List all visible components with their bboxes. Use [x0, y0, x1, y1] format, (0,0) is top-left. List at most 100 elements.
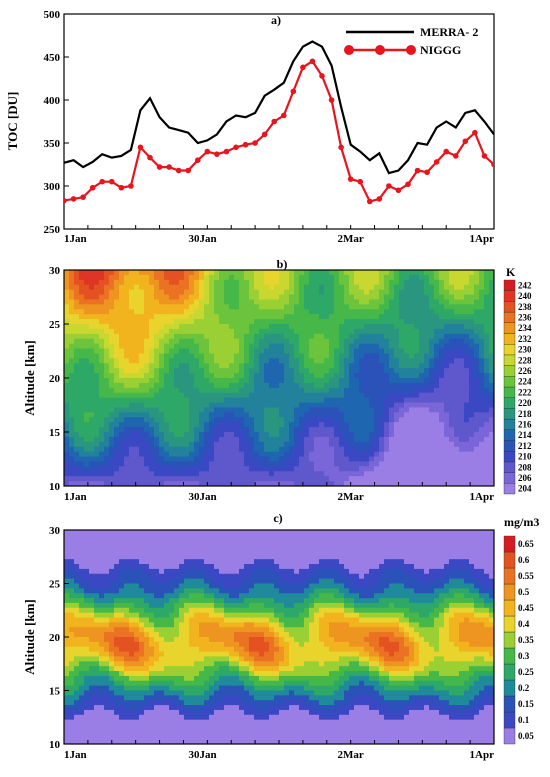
- field-cell: [384, 441, 390, 448]
- series-point: [290, 88, 297, 95]
- field-cell: [464, 270, 470, 276]
- field-cell: [489, 294, 494, 301]
- field-cell: [129, 299, 135, 305]
- field-cell: [344, 358, 350, 364]
- field-cell: [464, 368, 470, 374]
- field-cell: [314, 568, 320, 575]
- field-cell: [89, 583, 95, 589]
- field-cell: [154, 373, 160, 379]
- field-cell: [129, 348, 135, 355]
- field-cell: [229, 373, 235, 379]
- field-cell: [279, 451, 285, 458]
- field-cell: [434, 333, 440, 340]
- field-cell: [344, 412, 350, 418]
- field-cell: [164, 333, 170, 340]
- field-cell: [234, 363, 240, 369]
- field-cell: [134, 461, 140, 467]
- field-cell: [214, 456, 220, 463]
- field-cell: [304, 481, 310, 486]
- field-cell: [314, 378, 320, 384]
- field-cell: [129, 319, 135, 325]
- field-cell: [69, 451, 75, 458]
- field-cell: [149, 427, 155, 433]
- field-cell: [199, 471, 205, 477]
- field-cell: [149, 319, 155, 325]
- field-cell: [289, 456, 295, 463]
- field-cell: [69, 456, 75, 463]
- field-cell: [419, 378, 425, 384]
- field-cell: [464, 412, 470, 418]
- field-cell: [264, 402, 270, 409]
- field-cell: [394, 583, 400, 589]
- field-cell: [69, 328, 75, 335]
- field-cell: [424, 534, 430, 541]
- field-cell: [199, 461, 205, 467]
- field-cell: [209, 333, 215, 340]
- field-cell: [119, 539, 125, 546]
- field-cell: [299, 481, 305, 486]
- field-cell: [299, 373, 305, 379]
- field-cell: [274, 382, 280, 389]
- field-cell: [474, 382, 480, 389]
- field-cell: [479, 573, 485, 580]
- field-cell: [484, 407, 490, 413]
- field-cell: [484, 539, 490, 546]
- field-cell: [459, 466, 465, 472]
- field-cell: [84, 328, 90, 335]
- field-cell: [169, 328, 175, 335]
- field-cell: [454, 270, 460, 276]
- field-cell: [124, 343, 130, 350]
- field-cell: [209, 573, 215, 580]
- field-cell: [429, 309, 435, 315]
- field-cell: [299, 353, 305, 359]
- field-cell: [129, 432, 135, 438]
- field-cell: [439, 284, 445, 291]
- panel-c-field: [64, 530, 494, 744]
- field-cell: [299, 382, 305, 389]
- field-cell: [219, 539, 225, 546]
- field-cell: [69, 412, 75, 418]
- field-cell: [104, 328, 110, 335]
- field-cell: [394, 392, 400, 399]
- field-cell: [109, 461, 115, 467]
- field-cell: [124, 333, 130, 340]
- field-cell: [349, 549, 355, 555]
- field-cell: [244, 387, 250, 394]
- field-cell: [294, 407, 300, 413]
- field-cell: [179, 412, 185, 418]
- field-cell: [314, 294, 320, 301]
- field-cell: [279, 573, 285, 580]
- field-cell: [259, 422, 265, 428]
- field-cell: [249, 343, 255, 350]
- legend-label-1: NIGGG: [420, 43, 461, 57]
- field-cell: [239, 476, 245, 482]
- field-cell: [439, 333, 445, 340]
- field-cell: [344, 363, 350, 369]
- field-cell: [74, 534, 80, 541]
- field-cell: [294, 578, 300, 585]
- field-cell: [449, 387, 455, 394]
- field-cell: [329, 578, 335, 585]
- field-cell: [269, 530, 275, 536]
- field-cell: [79, 481, 85, 486]
- field-cell: [199, 534, 205, 541]
- field-cell: [379, 441, 385, 448]
- field-cell: [444, 530, 450, 536]
- field-cell: [429, 358, 435, 364]
- field-cell: [144, 387, 150, 394]
- field-cell: [129, 387, 135, 394]
- field-cell: [384, 549, 390, 555]
- field-cell: [219, 451, 225, 458]
- field-cell: [204, 456, 210, 463]
- field-cell: [94, 294, 100, 301]
- field-cell: [324, 358, 330, 364]
- field-cell: [264, 319, 270, 325]
- field-cell: [209, 554, 215, 560]
- field-cell: [319, 373, 325, 379]
- field-cell: [434, 314, 440, 320]
- field-cell: [449, 358, 455, 364]
- field-cell: [439, 289, 445, 296]
- field-cell: [434, 279, 440, 286]
- field-cell: [209, 534, 215, 541]
- field-cell: [424, 304, 430, 310]
